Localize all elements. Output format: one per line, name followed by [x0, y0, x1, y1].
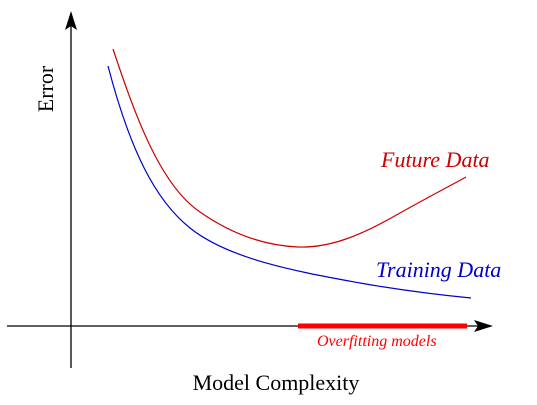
training-data-curve [107, 65, 472, 299]
future-data-curve [112, 48, 467, 248]
x-axis-arrowhead [474, 320, 493, 332]
x-axis-label: Model Complexity [193, 370, 360, 395]
future-data-label: Future Data [380, 147, 490, 172]
training-data-label: Training Data [376, 257, 501, 282]
y-axis-label: Error [33, 65, 58, 112]
y-axis-arrowhead [65, 11, 77, 30]
overfitting-models-label: Overfitting models [317, 333, 437, 350]
